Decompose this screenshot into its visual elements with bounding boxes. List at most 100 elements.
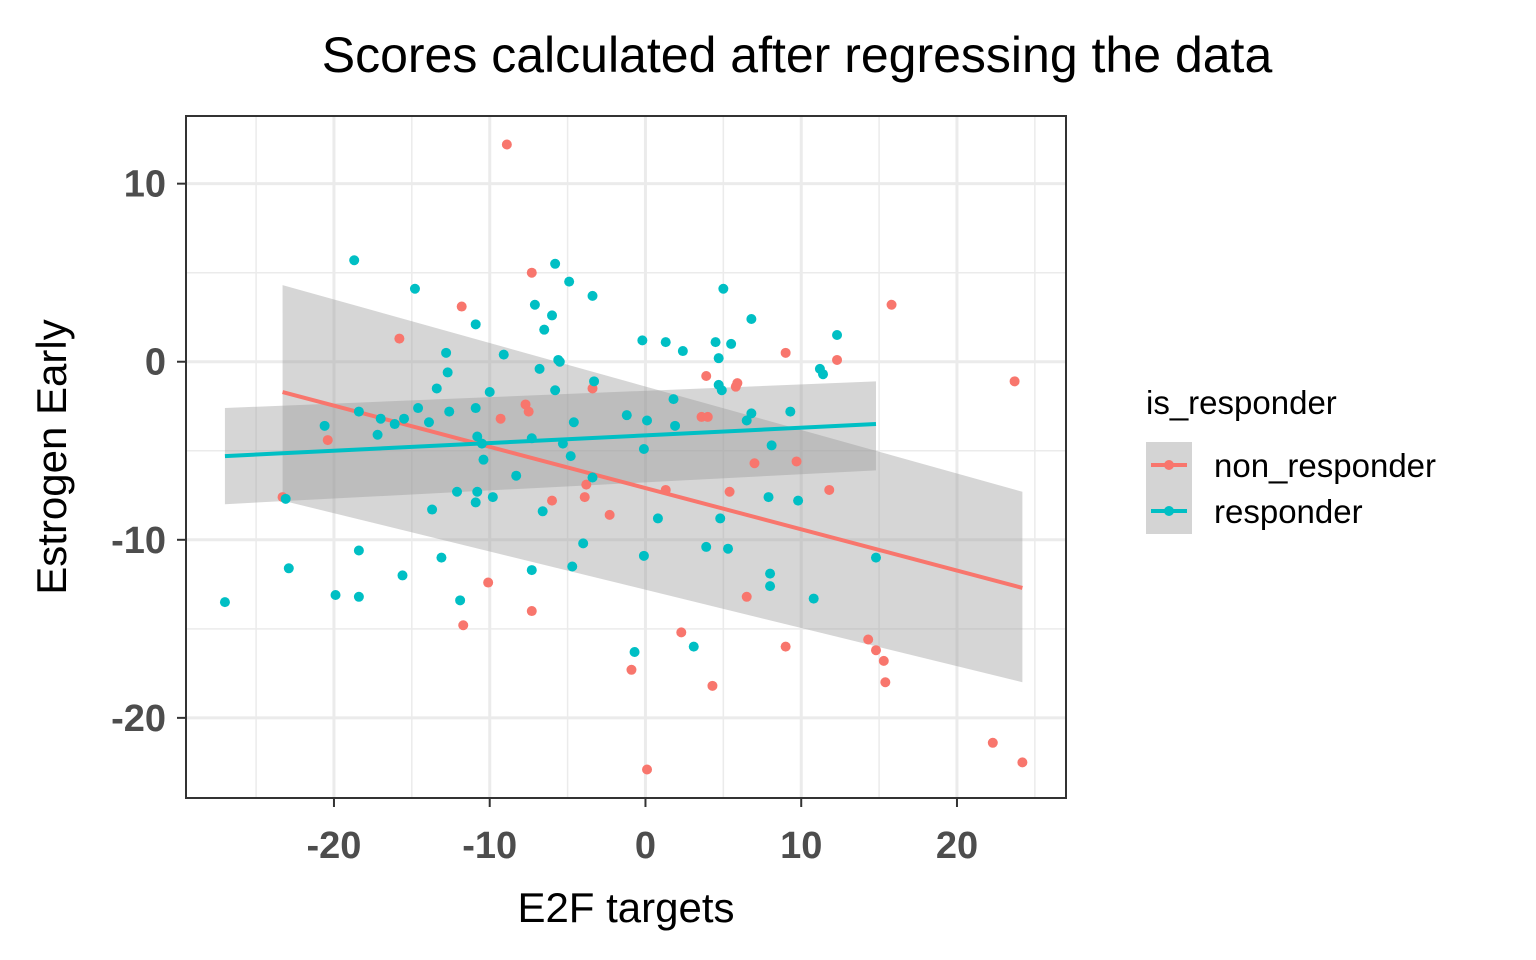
point-responder (688, 641, 699, 652)
point-non-responder (701, 370, 712, 381)
point-responder (567, 561, 578, 572)
point-responder (587, 472, 598, 483)
point-responder (375, 413, 386, 424)
point-responder (349, 255, 360, 266)
point-responder (668, 394, 679, 405)
point-non-responder (456, 301, 467, 312)
point-responder (472, 486, 483, 497)
point-responder (353, 591, 364, 602)
point-responder (534, 363, 545, 374)
point-responder (498, 349, 509, 360)
point-responder (701, 541, 712, 552)
point-responder (526, 433, 537, 444)
point-non-responder (642, 764, 653, 775)
point-responder (765, 581, 776, 592)
legend-label-responder: responder (1214, 493, 1363, 530)
point-responder (660, 337, 671, 348)
point-responder (568, 417, 579, 428)
confidence-ribbons (224, 285, 1023, 683)
point-responder (677, 346, 688, 357)
point-responder (452, 486, 463, 497)
point-responder (526, 565, 537, 576)
point-responder (353, 406, 364, 417)
point-responder (550, 258, 561, 269)
point-responder (470, 403, 481, 414)
point-non-responder (824, 484, 835, 495)
point-responder (746, 313, 757, 324)
point-responder (808, 593, 819, 604)
point-responder (441, 347, 452, 358)
point-responder (330, 590, 341, 601)
legend-key-point-responder (1164, 506, 1174, 516)
data-points (219, 139, 1028, 775)
point-non-responder (604, 509, 615, 520)
y-axis: 10 0 -10 -20 (111, 164, 186, 740)
point-non-responder (526, 606, 537, 617)
point-non-responder (483, 577, 494, 588)
point-responder (511, 470, 522, 481)
point-responder (557, 438, 568, 449)
point-non-responder (526, 267, 537, 278)
chart-title: Scores calculated after regressing the d… (322, 27, 1273, 83)
point-responder (478, 454, 489, 465)
point-responder (470, 497, 481, 508)
point-responder (436, 552, 447, 563)
point-responder (455, 595, 466, 606)
point-responder (484, 387, 495, 398)
y-tick-label: 10 (124, 164, 166, 206)
point-responder (283, 563, 294, 574)
point-non-responder (749, 458, 760, 469)
point-responder (409, 283, 420, 294)
point-responder (766, 440, 777, 451)
point-non-responder (780, 641, 791, 652)
point-non-responder (394, 333, 405, 344)
point-responder (442, 367, 453, 378)
point-responder (832, 330, 843, 341)
point-responder (746, 408, 757, 419)
point-responder (399, 413, 410, 424)
y-tick-label: 0 (145, 342, 166, 384)
point-non-responder (547, 495, 558, 506)
point-responder (718, 283, 729, 294)
point-non-responder (724, 486, 735, 497)
point-responder (716, 385, 727, 396)
point-responder (670, 420, 681, 431)
point-responder (652, 513, 663, 524)
x-tick-label: -10 (462, 825, 517, 867)
point-responder (444, 406, 455, 417)
point-non-responder (886, 299, 897, 310)
point-non-responder (880, 677, 891, 688)
point-responder (431, 383, 442, 394)
confidence-band-non-responder (282, 285, 1023, 683)
point-responder (785, 406, 796, 417)
point-responder (638, 443, 649, 454)
point-non-responder (322, 435, 333, 446)
x-tick-label: 0 (635, 825, 656, 867)
point-responder (550, 385, 561, 396)
point-non-responder (1017, 757, 1028, 768)
point-non-responder (581, 479, 592, 490)
point-responder (539, 324, 550, 335)
point-responder (280, 493, 291, 504)
point-responder (763, 492, 774, 503)
point-non-responder (987, 737, 998, 748)
point-responder (537, 506, 548, 517)
point-non-responder (707, 680, 718, 691)
fit-lines (224, 390, 1023, 590)
point-non-responder (579, 492, 590, 503)
point-responder (470, 319, 481, 330)
point-non-responder (523, 406, 534, 417)
legend-key-point-non-responder (1164, 460, 1174, 470)
point-responder (353, 545, 364, 556)
grid-major (186, 116, 1066, 798)
point-responder (476, 438, 487, 449)
plot-border (185, 115, 1067, 799)
regression-line-responder (224, 422, 877, 459)
y-tick-label: -20 (111, 698, 166, 740)
point-responder (589, 376, 600, 387)
regression-line-non-responder (282, 390, 1023, 590)
point-responder (578, 538, 589, 549)
point-non-responder (1009, 376, 1020, 387)
point-responder (715, 513, 726, 524)
